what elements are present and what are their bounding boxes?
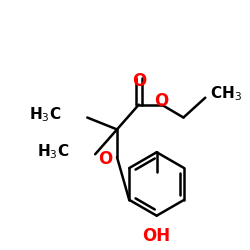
- Text: OH: OH: [142, 226, 171, 244]
- Text: H$_3$C: H$_3$C: [37, 142, 70, 161]
- Text: CH$_3$: CH$_3$: [210, 84, 242, 103]
- Text: O: O: [98, 150, 112, 168]
- Text: O: O: [132, 72, 146, 90]
- Text: H$_3$C: H$_3$C: [29, 105, 62, 124]
- Text: O: O: [154, 92, 169, 110]
